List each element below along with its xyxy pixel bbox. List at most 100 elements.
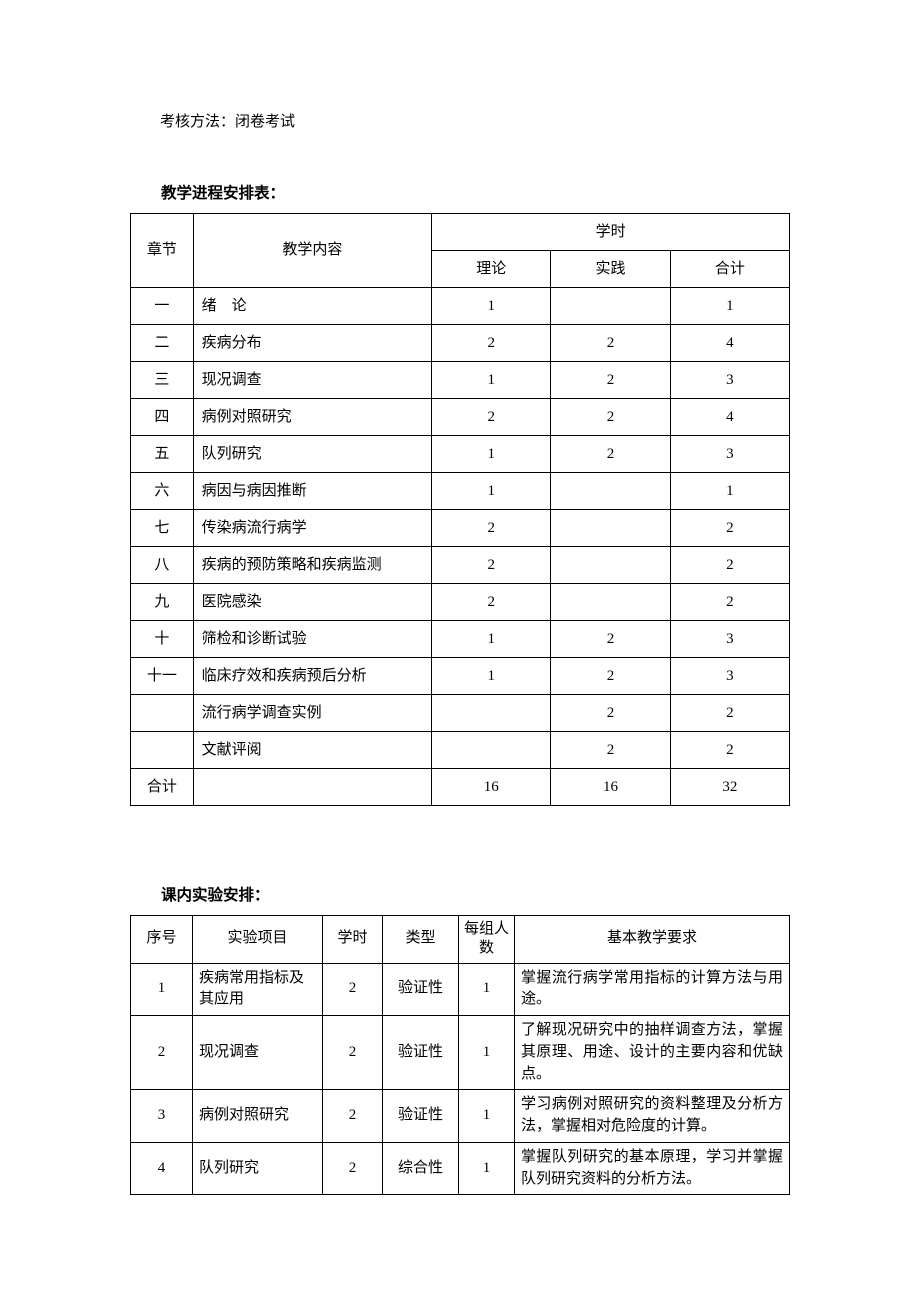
cell-theory: 2 [432,324,551,361]
table-row: 2现况调查2验证性1了解现况研究中的抽样调查方法，掌握其原理、用途、设计的主要内… [131,1016,790,1090]
table2-title: 课内实验安排： [130,884,790,909]
table-row: 十筛检和诊断试验123 [131,620,790,657]
table-row: 七传染病流行病学22 [131,509,790,546]
header-type: 类型 [383,915,459,963]
cell-type: 验证性 [383,963,459,1016]
table-row: 十一临床疗效和疾病预后分析123 [131,657,790,694]
cell-practice: 2 [551,324,670,361]
cell-seq: 4 [131,1142,193,1195]
cell-content: 传染病流行病学 [193,509,432,546]
table-row: 1疾病常用指标及其应用2验证性1掌握流行病学常用指标的计算方法与用途。 [131,963,790,1016]
cell-project: 队列研究 [193,1142,323,1195]
header-theory: 理论 [432,250,551,287]
cell-theory: 2 [432,546,551,583]
cell-practice: 2 [551,361,670,398]
assessment-method: 考核方法：闭卷考试 [130,110,790,134]
cell-theory: 1 [432,657,551,694]
cell-hours: 2 [323,963,383,1016]
cell-chapter: 六 [131,472,194,509]
cell-content: 临床疗效和疾病预后分析 [193,657,432,694]
cell-seq: 2 [131,1016,193,1090]
table-row: 八疾病的预防策略和疾病监测22 [131,546,790,583]
cell-group: 1 [459,1142,515,1195]
cell-theory: 1 [432,435,551,472]
cell-content: 筛检和诊断试验 [193,620,432,657]
cell-chapter [131,731,194,768]
cell-project: 疾病常用指标及其应用 [193,963,323,1016]
cell-chapter: 四 [131,398,194,435]
header-total: 合计 [670,250,789,287]
header-chapter: 章节 [131,213,194,287]
cell-req: 掌握流行病学常用指标的计算方法与用途。 [515,963,790,1016]
cell-total: 3 [670,657,789,694]
cell-project: 病例对照研究 [193,1090,323,1143]
cell-seq: 3 [131,1090,193,1143]
header-project: 实验项目 [193,915,323,963]
cell-total: 2 [670,583,789,620]
cell-content: 流行病学调查实例 [193,694,432,731]
header-practice: 实践 [551,250,670,287]
cell-content: 现况调查 [193,361,432,398]
cell-practice [551,472,670,509]
cell-content: 病例对照研究 [193,398,432,435]
cell-total: 32 [670,768,789,805]
table-row: 六病因与病因推断11 [131,472,790,509]
cell-group: 1 [459,1090,515,1143]
cell-practice: 2 [551,398,670,435]
table-row: 二疾病分布224 [131,324,790,361]
cell-total: 2 [670,546,789,583]
cell-hours: 2 [323,1090,383,1143]
cell-theory: 1 [432,620,551,657]
cell-chapter: 八 [131,546,194,583]
cell-chapter: 合计 [131,768,194,805]
cell-theory: 1 [432,361,551,398]
cell-practice: 2 [551,657,670,694]
cell-content: 队列研究 [193,435,432,472]
cell-project: 现况调查 [193,1016,323,1090]
cell-content: 疾病分布 [193,324,432,361]
cell-type: 验证性 [383,1016,459,1090]
header-req: 基本教学要求 [515,915,790,963]
cell-theory: 2 [432,509,551,546]
table1-title: 教学进程安排表： [130,182,790,207]
cell-hours: 2 [323,1016,383,1090]
cell-practice: 2 [551,620,670,657]
cell-theory: 1 [432,472,551,509]
table-row: 一绪 论11 [131,287,790,324]
cell-chapter: 一 [131,287,194,324]
cell-chapter: 三 [131,361,194,398]
cell-practice: 16 [551,768,670,805]
table-row: 九医院感染22 [131,583,790,620]
cell-chapter: 五 [131,435,194,472]
cell-total: 1 [670,287,789,324]
cell-type: 综合性 [383,1142,459,1195]
cell-req: 掌握队列研究的基本原理，学习并掌握队列研究资料的分析方法。 [515,1142,790,1195]
table-row: 4队列研究2综合性1掌握队列研究的基本原理，学习并掌握队列研究资料的分析方法。 [131,1142,790,1195]
table-row: 五队列研究123 [131,435,790,472]
cell-total: 4 [670,324,789,361]
cell-chapter [131,694,194,731]
cell-practice [551,546,670,583]
cell-content [193,768,432,805]
cell-total: 3 [670,435,789,472]
cell-req: 了解现况研究中的抽样调查方法，掌握其原理、用途、设计的主要内容和优缺点。 [515,1016,790,1090]
cell-total: 2 [670,731,789,768]
cell-theory: 2 [432,398,551,435]
cell-practice: 2 [551,731,670,768]
cell-content: 疾病的预防策略和疾病监测 [193,546,432,583]
cell-total: 2 [670,509,789,546]
experiment-table: 序号 实验项目 学时 类型 每组人数 基本教学要求 1疾病常用指标及其应用2验证… [130,915,790,1196]
table-row: 三现况调查123 [131,361,790,398]
table-row: 文献评阅 22 [131,731,790,768]
cell-content: 文献评阅 [193,731,432,768]
cell-chapter: 九 [131,583,194,620]
cell-practice: 2 [551,435,670,472]
cell-practice [551,583,670,620]
table-header-row: 章节 教学内容 学时 [131,213,790,250]
cell-chapter: 二 [131,324,194,361]
schedule-table: 章节 教学内容 学时 理论 实践 合计 一绪 论11二疾病分布224三现况调查1… [130,213,790,806]
header-group: 每组人数 [459,915,515,963]
cell-group: 1 [459,963,515,1016]
header-content: 教学内容 [193,213,432,287]
cell-content: 绪 论 [193,287,432,324]
